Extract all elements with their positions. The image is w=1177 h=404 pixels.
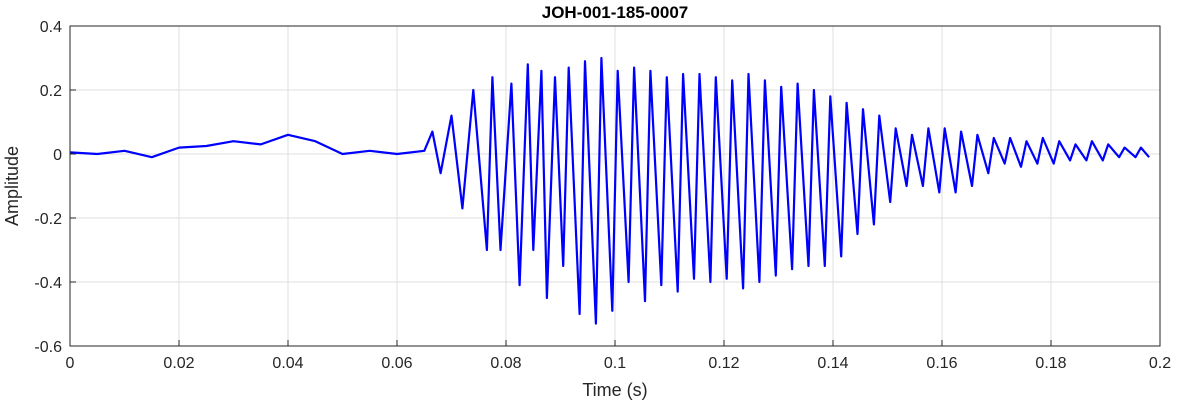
y-tick-label: 0.2 [40, 83, 62, 100]
x-tick-label: 0.12 [708, 355, 739, 372]
x-tick-label: 0.06 [381, 355, 412, 372]
series-group [69, 56, 1150, 325]
y-tick-label: -0.4 [34, 275, 62, 292]
y-tick-label: 0.4 [40, 19, 62, 36]
chart-title: JOH-001-185-0007 [542, 3, 688, 22]
x-tick-label: 0.04 [272, 355, 303, 372]
x-tick-label: 0.2 [1149, 355, 1171, 372]
x-tick-label: 0.16 [926, 355, 957, 372]
x-axis: 0 0.02 0.04 0.06 0.08 0.1 0.12 0.14 0.16 0.18 0.2 [66, 340, 1171, 372]
x-tick-label: 0.18 [1035, 355, 1066, 372]
y-tick-label: -0.2 [34, 211, 62, 228]
x-axis-label: Time (s) [582, 380, 647, 400]
y-tick-label: 0 [53, 147, 62, 164]
y-axis-label: Amplitude [2, 146, 22, 226]
y-axis: 0.4 0.2 0 -0.2 -0.4 -0.6 [34, 19, 76, 356]
x-tick-label: 0 [66, 355, 75, 372]
x-tick-label: 0.14 [817, 355, 848, 372]
x-tick-label: 0.02 [163, 355, 194, 372]
y-tick-label: -0.6 [34, 339, 62, 356]
x-tick-label: 0.1 [604, 355, 626, 372]
x-tick-label: 0.08 [490, 355, 521, 372]
series-line-0 [69, 56, 1150, 325]
